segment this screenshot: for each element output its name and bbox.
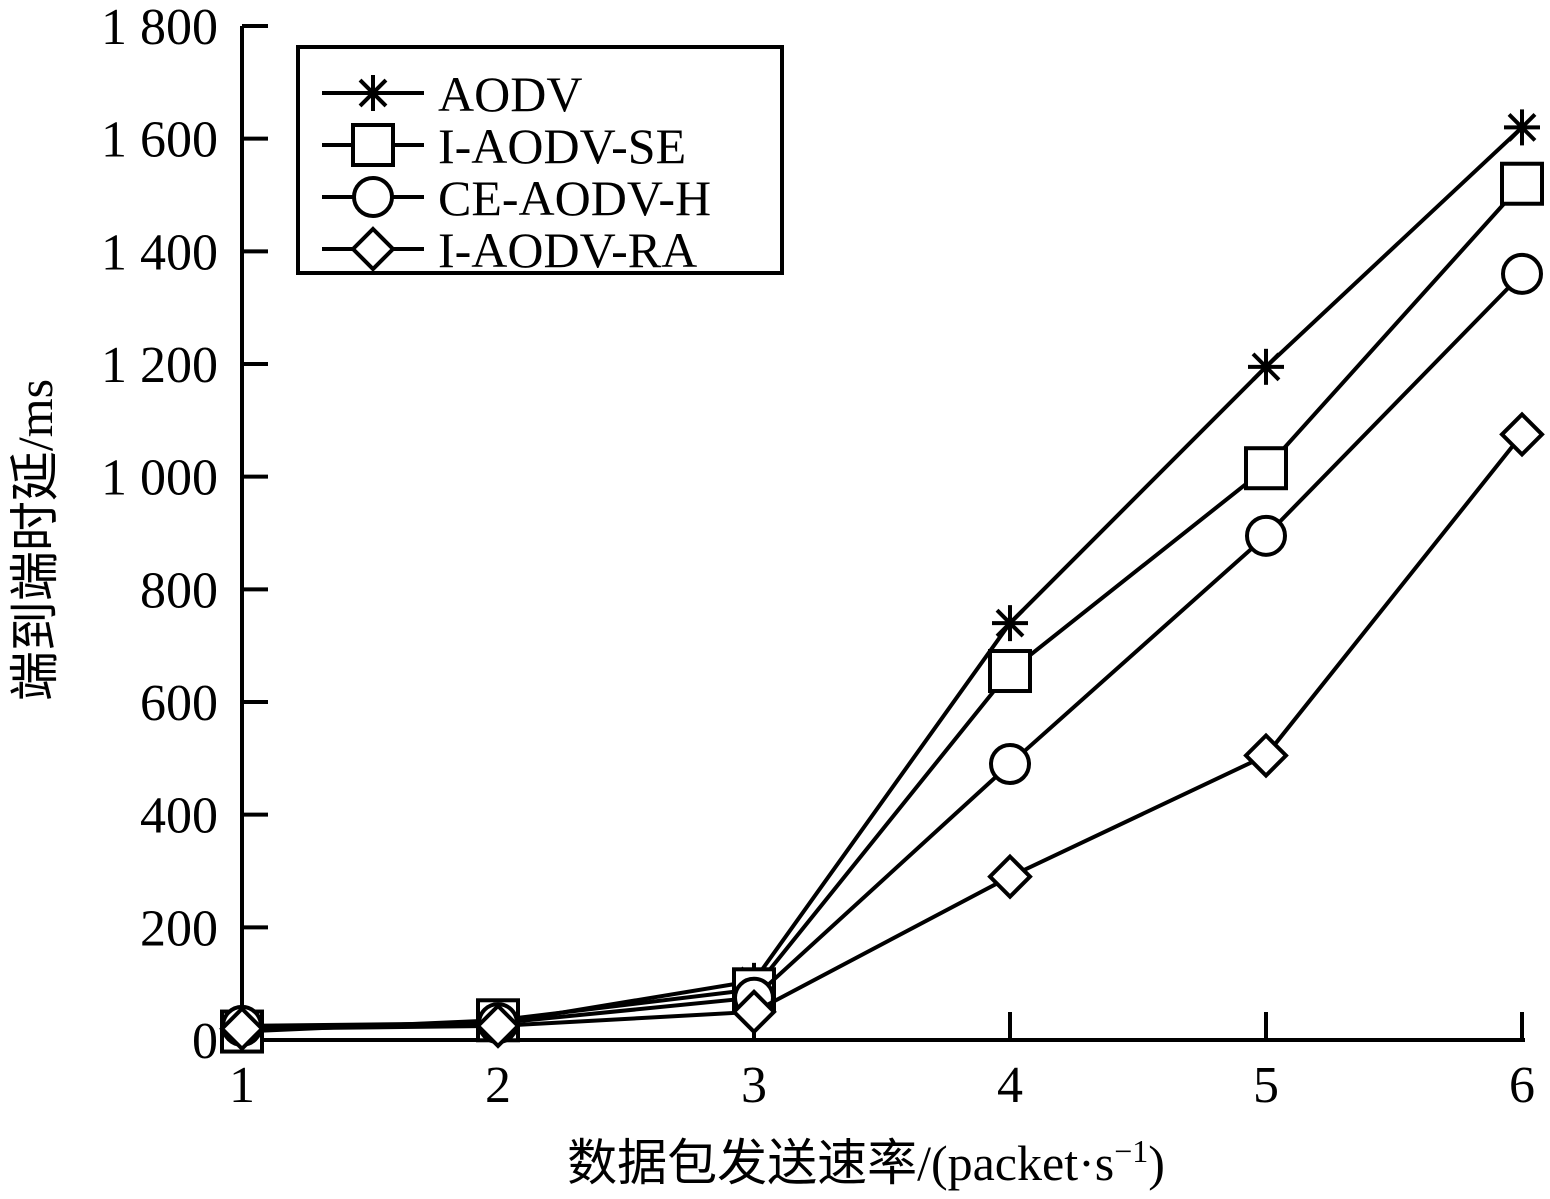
legend-label: CE-AODV-H: [438, 170, 711, 226]
x-axis-title: 数据包发送速率/(packet·s−1): [567, 1133, 1165, 1191]
series-layer: [219, 109, 1545, 1054]
axes: [240, 26, 1525, 1042]
y-tick-label: 1 800: [101, 0, 218, 56]
y-tick-label: 1 400: [101, 224, 218, 281]
y-ticks: 0 200 400 600 800 1 000 1 200 1 400 1 600 1 800: [101, 0, 268, 1070]
data-point-star: [992, 605, 1028, 642]
data-point-diamond: [731, 989, 777, 1035]
data-point-diamond: [475, 1003, 521, 1049]
data-point-square: [1500, 161, 1544, 206]
x-tick-label: 3: [741, 1057, 767, 1114]
legend-item: CE-AODV-H: [322, 170, 711, 226]
y-tick-label: 1 000: [101, 450, 218, 507]
series-line: [241, 433, 1524, 1031]
data-point-diamond: [219, 1005, 265, 1052]
legend-marker-diamond: [350, 226, 396, 272]
legend-item: I-AODV-SE: [322, 118, 686, 174]
legend-label: AODV: [438, 66, 582, 122]
data-point-circle: [1501, 252, 1543, 295]
y-tick-label: 0: [192, 1013, 218, 1070]
legend-marker-circle: [352, 176, 394, 218]
y-tick-label: 1 600: [101, 112, 218, 169]
legend-marker-star: [355, 75, 391, 111]
data-point-circle: [1245, 514, 1287, 557]
y-axis-title: 端到端时延/ms: [7, 379, 63, 701]
x-tick-label: 1: [229, 1057, 255, 1114]
legend-label: I-AODV-RA: [438, 222, 697, 278]
data-point-circle: [989, 742, 1031, 785]
data-point-diamond: [1243, 732, 1289, 779]
y-tick-label: 1 200: [101, 337, 218, 394]
legend-item: AODV: [322, 66, 582, 122]
x-axis-title-main: 数据包发送速率/(packet·s: [567, 1135, 1114, 1191]
x-axis-title-sup: −1: [1114, 1133, 1148, 1169]
data-point-star: [1248, 348, 1284, 385]
data-point-diamond: [987, 853, 1033, 900]
legend-marker-square: [351, 123, 395, 167]
y-tick-label: 200: [140, 900, 218, 957]
x-tick-label: 5: [1253, 1057, 1279, 1114]
series-line: [241, 182, 1524, 1034]
series-i-aodv-ra: [219, 411, 1545, 1052]
series-line: [241, 272, 1524, 1028]
data-point-star: [1504, 109, 1540, 146]
series-i-aodv-se: [220, 161, 1544, 1054]
x-tick-label: 6: [1509, 1057, 1535, 1114]
series-ce-aodv-h: [221, 252, 1543, 1047]
y-tick-label: 600: [140, 675, 218, 732]
legend-item: I-AODV-RA: [322, 222, 697, 278]
data-point-diamond: [1499, 411, 1545, 458]
data-point-square: [988, 649, 1032, 694]
x-tick-label: 4: [997, 1057, 1023, 1114]
data-point-square: [1244, 446, 1288, 491]
y-tick-label: 800: [140, 562, 218, 619]
y-tick-label: 400: [140, 788, 218, 845]
legend-label: I-AODV-SE: [438, 118, 686, 174]
x-axis-title-tail: ): [1148, 1135, 1165, 1191]
x-tick-label: 2: [485, 1057, 511, 1114]
